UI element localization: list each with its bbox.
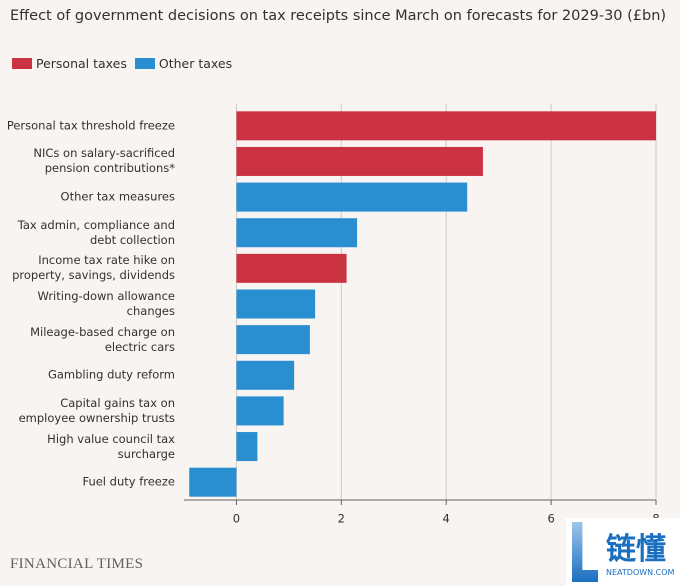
bar: [236, 432, 258, 462]
y-tick-label: Personal tax threshold freeze: [6, 118, 175, 133]
y-tick-label: Mileage-based charge on electric cars: [30, 324, 175, 354]
legend-label: Personal taxes: [36, 56, 127, 71]
y-tick-label: NICs on salary-sacrificed pension contri…: [33, 146, 175, 176]
legend: Personal taxes Other taxes: [12, 56, 240, 71]
y-tick-label: Gambling duty reform: [47, 367, 175, 382]
watermark-text: 链懂: [606, 532, 666, 567]
y-tick-label: High value council tax surcharge: [47, 431, 175, 461]
chart-title: Effect of government decisions on tax re…: [10, 8, 667, 24]
y-tick-label: Income tax rate hike on property, saving…: [12, 253, 175, 283]
bar: [236, 218, 358, 248]
legend-label: Other taxes: [158, 56, 233, 71]
y-tick-label: Fuel duty freeze: [82, 474, 175, 489]
y-tick-label: Writing-down allowance changes: [37, 289, 175, 318]
bar: [236, 289, 316, 319]
source: FINANCIAL TIMES: [10, 556, 144, 572]
bar: [236, 396, 284, 426]
watermark: 链懂 NEATDOWN.COM: [566, 518, 680, 586]
y-tick-label: Capital gains tax on employee ownership …: [18, 395, 175, 425]
watermark-logo: [572, 522, 598, 582]
x-tick-label: 6: [547, 512, 554, 526]
legend-swatch: [12, 58, 32, 69]
legend-item: Other taxes: [134, 56, 233, 71]
legend-item: Personal taxes: [12, 56, 127, 71]
y-tick-label: Tax admin, compliance and debt collectio…: [17, 217, 175, 247]
bar: [189, 467, 237, 497]
x-tick-label: 4: [443, 512, 450, 526]
y-tick-label: Other tax measures: [60, 189, 175, 204]
x-tick-label: 0: [233, 512, 240, 526]
bar: [236, 325, 310, 355]
x-tick-label: 2: [338, 512, 345, 526]
bar: [236, 111, 656, 141]
bar: [236, 146, 483, 176]
bar: [236, 360, 295, 390]
watermark-url: NEATDOWN.COM: [606, 568, 675, 577]
legend-swatch: [134, 58, 155, 69]
bar: [236, 182, 468, 212]
bar: [236, 253, 347, 283]
